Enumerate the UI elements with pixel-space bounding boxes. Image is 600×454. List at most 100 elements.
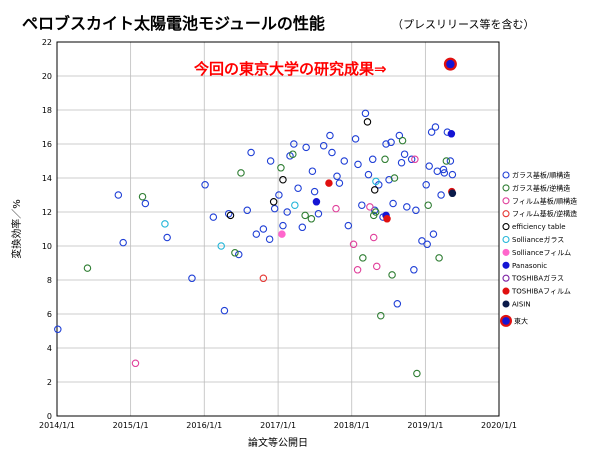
data-point — [201, 181, 209, 189]
data-point — [433, 167, 442, 175]
data-point — [363, 118, 372, 126]
data-point — [275, 191, 283, 199]
data-point — [349, 240, 358, 249]
data-point — [437, 191, 445, 199]
legend-label: Sollianceフィルム — [512, 249, 571, 257]
data-point — [298, 223, 307, 232]
data-point — [418, 237, 426, 245]
data-point — [119, 238, 127, 247]
data-point — [220, 306, 229, 315]
data-point — [403, 203, 411, 211]
data-point-utokyo — [446, 59, 455, 69]
data-point — [412, 206, 420, 215]
data-point — [423, 240, 431, 249]
x-tick-label: 2020/1/1 — [481, 421, 517, 430]
data-point — [332, 204, 340, 213]
data-point — [422, 181, 430, 189]
data-point — [141, 199, 150, 208]
data-point — [231, 249, 239, 257]
data-point — [389, 199, 397, 208]
data-point — [340, 157, 349, 165]
legend-marker — [502, 184, 510, 192]
data-point — [425, 162, 433, 170]
legend-label: AISIN — [512, 301, 531, 309]
data-point — [370, 206, 379, 215]
data-point — [163, 233, 171, 242]
data-point — [277, 164, 285, 172]
data-point — [431, 123, 440, 131]
legend-label: efficiency table — [512, 223, 566, 231]
data-points — [54, 57, 457, 378]
data-point — [54, 325, 62, 334]
data-point — [448, 189, 457, 198]
x-tick-label: 2015/1/1 — [113, 421, 149, 430]
data-point — [435, 254, 443, 262]
data-point — [224, 209, 233, 218]
x-tick-label: 2017/1/1 — [260, 421, 296, 430]
data-point — [226, 211, 235, 220]
chart-title: ペロブスカイト太陽電池モジュールの性能 — [22, 14, 325, 33]
data-point — [447, 130, 456, 138]
data-point — [377, 311, 385, 320]
data-point — [388, 271, 396, 279]
data-point — [446, 157, 455, 165]
y-tick-label: 0 — [47, 412, 52, 421]
legend-label: ガラス基板/順構造 — [512, 171, 570, 180]
data-point — [278, 230, 286, 238]
data-point — [372, 262, 381, 271]
data-point — [114, 191, 123, 199]
legend-label: フィルム基板/順構造 — [512, 196, 577, 205]
legend-marker — [502, 223, 510, 231]
x-axis-ticks: 2014/1/1 2015/1/1 2016/1/1 2017/1/1 2018/1/1… — [39, 421, 517, 430]
data-point — [397, 158, 406, 167]
data-point — [252, 230, 261, 238]
data-point — [400, 150, 409, 158]
y-tick-label: 2 — [47, 378, 52, 387]
y-tick-label: 20 — [42, 72, 52, 81]
data-point — [369, 233, 378, 242]
legend-label: TOSHIBAガラス — [511, 274, 564, 283]
data-point — [333, 172, 341, 181]
data-point — [370, 186, 379, 194]
data-point — [383, 215, 391, 223]
y-tick-label: 18 — [42, 106, 52, 115]
data-point — [410, 266, 418, 274]
data-point — [310, 187, 319, 196]
data-point — [442, 157, 451, 165]
data-point — [266, 157, 275, 165]
data-point — [209, 213, 218, 221]
data-point — [364, 170, 373, 179]
chart-subtitle: （プレスリリース等を含む） — [392, 17, 534, 31]
data-point — [359, 254, 367, 262]
legend-label: 東大 — [514, 316, 528, 325]
data-point — [131, 359, 140, 368]
data-point — [358, 201, 366, 209]
data-point — [237, 169, 245, 177]
data-point — [382, 140, 390, 148]
data-point — [290, 140, 298, 148]
legend-label: ガラス基板/逆構造 — [512, 183, 570, 192]
y-axis-label: 変換効率／% — [10, 199, 23, 259]
y-tick-label: 12 — [42, 208, 52, 217]
y-axis-ticks: 0 2 4 6 8 10 12 14 16 18 20 22 — [42, 38, 52, 421]
data-point — [289, 150, 297, 158]
data-point — [294, 184, 302, 192]
y-tick-label: 22 — [42, 38, 52, 47]
y-tick-label: 14 — [42, 174, 52, 183]
data-point — [235, 250, 243, 259]
data-point — [353, 266, 362, 274]
data-point — [259, 225, 268, 233]
gridlines — [57, 42, 499, 416]
data-point — [411, 155, 419, 164]
legend-label: フィルム基板/逆構造 — [512, 209, 577, 218]
data-point — [387, 138, 395, 147]
data-point — [427, 128, 436, 136]
x-tick-label: 2014/1/1 — [39, 421, 75, 430]
data-point — [247, 148, 255, 157]
data-point — [372, 177, 380, 186]
data-point — [308, 167, 317, 175]
legend-marker — [502, 287, 510, 295]
legend-marker — [502, 210, 510, 218]
